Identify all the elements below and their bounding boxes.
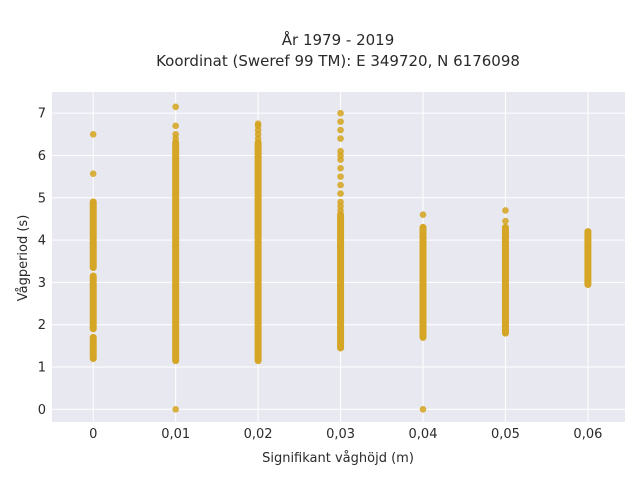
y-tick-label: 0 <box>38 403 46 418</box>
data-point <box>172 131 179 138</box>
data-point <box>89 131 97 138</box>
x-tick-label: 0 <box>89 427 97 442</box>
data-point <box>337 181 344 189</box>
y-axis-label: Vågperiod (s) <box>16 215 31 302</box>
data-point <box>419 211 427 218</box>
y-tick-label: 6 <box>38 149 46 164</box>
x-axis-label: Signifikant våghöjd (m) <box>262 451 414 466</box>
data-point <box>337 164 344 172</box>
data-point <box>172 103 179 111</box>
x-tick-label: 0,01 <box>161 427 190 442</box>
data-point <box>337 198 344 206</box>
data-point <box>172 122 179 130</box>
y-tick-label: 2 <box>38 318 46 333</box>
data-point <box>89 170 97 177</box>
data-point <box>419 406 427 413</box>
data-point <box>337 147 344 155</box>
data-point <box>502 217 509 225</box>
y-tick-label: 1 <box>38 361 46 376</box>
x-tick-label: 0,02 <box>244 427 273 442</box>
x-tick-label: 0,06 <box>573 427 602 442</box>
chart-title-line-1: År 1979 - 2019 <box>282 30 395 49</box>
data-point <box>337 190 344 197</box>
y-tick-label: 3 <box>38 276 46 291</box>
chart-title-line-2: Koordinat (Sweref 99 TM): E 349720, N 61… <box>156 52 520 70</box>
data-point <box>502 207 509 214</box>
data-point <box>254 120 262 128</box>
data-point <box>337 118 344 125</box>
x-tick-label: 0,05 <box>491 427 520 442</box>
x-tick-label: 0,04 <box>409 427 438 442</box>
data-point <box>337 135 344 142</box>
y-tick-label: 7 <box>38 107 46 122</box>
data-point <box>337 173 344 180</box>
x-tick-label: 0,03 <box>326 427 355 442</box>
data-point <box>337 126 344 134</box>
y-tick-label: 4 <box>38 234 46 249</box>
y-tick-label: 5 <box>38 191 46 206</box>
data-point <box>337 109 344 117</box>
data-point <box>172 406 179 413</box>
